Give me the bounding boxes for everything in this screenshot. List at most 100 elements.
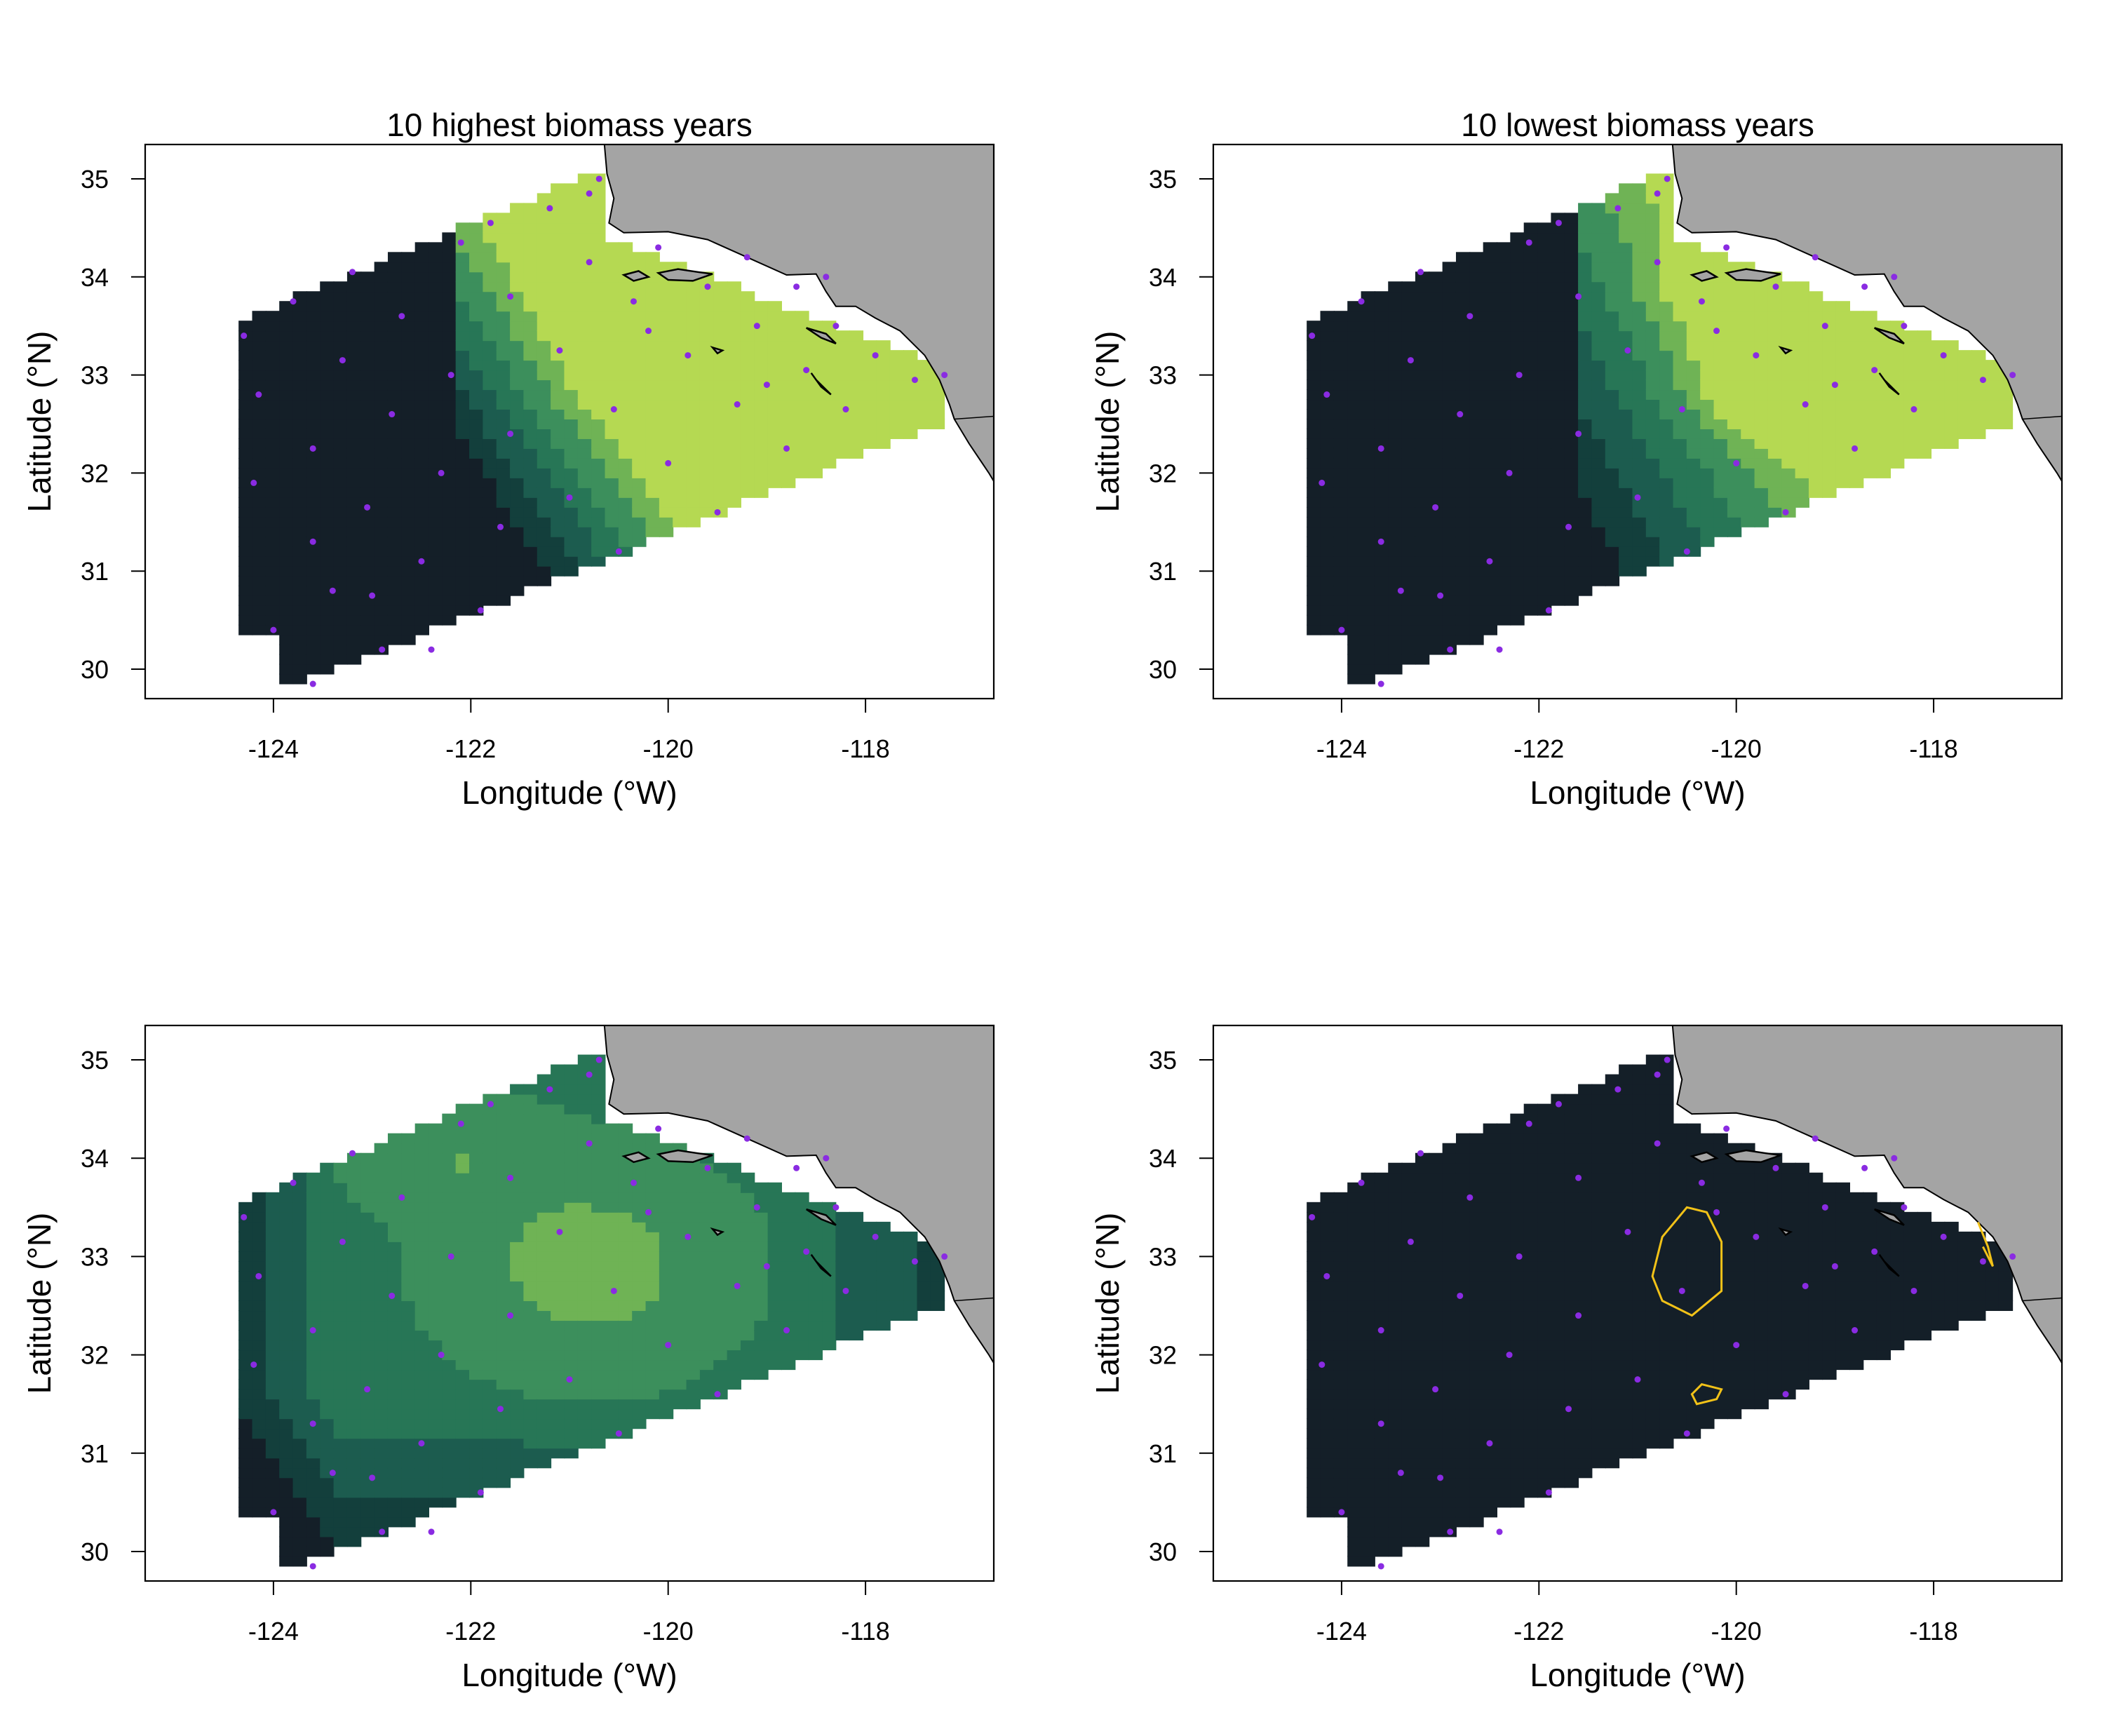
grid-cell: [1361, 516, 1375, 527]
grid-cell: [496, 330, 511, 342]
grid-cell: [483, 1379, 497, 1390]
grid-cell: [605, 1162, 619, 1173]
grid-cell: [455, 1428, 471, 1439]
grid-cell: [740, 321, 755, 332]
grid-cell: [551, 183, 565, 194]
grid-cell: [808, 350, 823, 361]
grid-cell: [618, 252, 633, 263]
grid-cell: [510, 585, 525, 596]
grid-cell: [414, 1143, 430, 1154]
grid-cell: [1497, 321, 1511, 332]
grid-cell: [795, 1290, 809, 1301]
grid-cell: [292, 1330, 307, 1341]
grid-cell: [1455, 565, 1471, 577]
map-area: [1213, 144, 2062, 699]
grid-cell: [1578, 291, 1593, 302]
grid-cell: [469, 1379, 484, 1390]
grid-cell: [455, 360, 471, 371]
grid-cell: [876, 399, 891, 410]
grid-cell: [577, 1241, 593, 1252]
grid-cell: [727, 291, 741, 302]
grid-cell: [429, 1448, 443, 1459]
grid-cell: [360, 497, 375, 508]
grid-cell: [551, 1290, 565, 1301]
grid-cell: [429, 1260, 443, 1272]
grid-cell: [1591, 497, 1606, 508]
x-axis-label: Longitude (°W): [1530, 774, 1745, 811]
grid-cell: [754, 438, 769, 449]
grid-cell: [1347, 428, 1362, 439]
grid-cell: [551, 1211, 565, 1223]
grid-cell: [1632, 399, 1647, 410]
grid-cell: [306, 1507, 321, 1518]
grid-cell: [1374, 497, 1389, 508]
grid-cell: [387, 506, 403, 518]
grid-cell: [1483, 301, 1498, 312]
grid-cell: [360, 448, 375, 459]
grid-cell: [537, 1133, 552, 1144]
grid-cell: [1849, 340, 1864, 351]
grid-cell: [577, 379, 593, 391]
grid-cell: [537, 1379, 552, 1390]
grid-cell: [429, 448, 443, 459]
grid-cell: [360, 340, 375, 351]
grid-cell: [1455, 438, 1471, 449]
grid-cell: [320, 605, 335, 616]
grid-cell: [374, 409, 389, 420]
grid-cell: [320, 370, 335, 381]
grid-cell: [238, 1350, 253, 1361]
grid-cell: [1727, 497, 1742, 508]
grid-cell: [1564, 399, 1579, 410]
grid-cell: [387, 389, 403, 401]
grid-cell: [360, 409, 375, 420]
grid-cell: [740, 1260, 755, 1272]
sampling-station: [1417, 269, 1424, 276]
grid-cell: [320, 321, 335, 332]
grid-cell: [1673, 487, 1687, 498]
grid-cell: [1890, 448, 1905, 459]
grid-cell: [1361, 448, 1375, 459]
grid-cell: [279, 1251, 294, 1262]
grid-cell: [1551, 213, 1565, 224]
grid-cell: [1469, 379, 1484, 391]
grid-cell: [320, 575, 335, 586]
grid-cell: [1713, 497, 1728, 508]
grid-cell: [1605, 321, 1620, 332]
grid-cell: [1822, 399, 1837, 410]
grid-cell: [320, 1359, 335, 1371]
grid-cell: [727, 1359, 741, 1371]
grid-cell: [551, 467, 565, 478]
grid-cell: [1429, 624, 1443, 635]
grid-cell: [279, 1389, 294, 1400]
grid-cell: [781, 399, 796, 410]
grid-cell: [1469, 467, 1484, 478]
grid-cell: [496, 350, 511, 361]
grid-cell: [564, 438, 579, 449]
grid-cell: [252, 409, 267, 420]
grid-cell: [1835, 379, 1850, 391]
grid-cell: [673, 477, 687, 488]
grid-cell: [1347, 438, 1362, 449]
island: [810, 1253, 832, 1277]
grid-cell: [333, 536, 348, 547]
grid-cell: [238, 595, 253, 606]
grid-cell: [1700, 526, 1715, 537]
grid-cell: [510, 1300, 525, 1312]
grid-cell: [1551, 457, 1565, 469]
grid-cell: [1347, 1369, 1362, 1380]
grid-cell: [686, 1192, 701, 1203]
grid-cell: [1673, 536, 1687, 547]
grid-cell: [455, 1133, 471, 1144]
grid-cell: [1727, 291, 1742, 302]
grid-cell: [429, 1211, 443, 1223]
grid-cell: [442, 1408, 457, 1420]
grid-cell: [767, 340, 782, 351]
grid-cell: [1523, 516, 1539, 527]
grid-cell: [537, 1320, 552, 1331]
grid-cell: [401, 350, 416, 361]
grid-cell: [551, 311, 565, 322]
grid-cell: [835, 448, 850, 459]
grid-cell: [279, 1202, 294, 1213]
grid-cell: [551, 536, 565, 547]
